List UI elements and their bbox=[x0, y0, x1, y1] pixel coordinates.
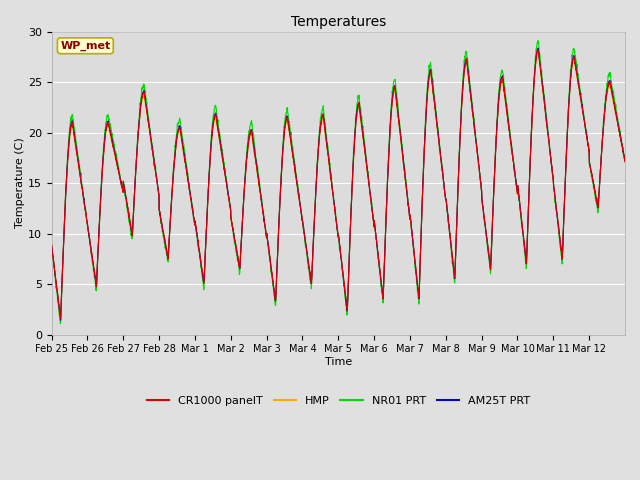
NR01 PRT bbox=[511, 171, 519, 177]
AM25T PRT bbox=[614, 118, 621, 124]
HMP bbox=[229, 227, 237, 232]
NR01 PRT bbox=[106, 116, 113, 122]
AM25T PRT bbox=[621, 157, 629, 163]
Line: NR01 PRT: NR01 PRT bbox=[52, 41, 625, 324]
Y-axis label: Temperature (C): Temperature (C) bbox=[15, 138, 25, 228]
CR1000 panelT bbox=[48, 241, 56, 247]
HMP bbox=[614, 118, 621, 123]
NR01 PRT bbox=[614, 114, 621, 120]
X-axis label: Time: Time bbox=[324, 357, 352, 367]
HMP bbox=[534, 50, 542, 56]
AM25T PRT bbox=[229, 225, 237, 230]
HMP bbox=[106, 126, 113, 132]
AM25T PRT bbox=[106, 123, 113, 129]
AM25T PRT bbox=[48, 243, 56, 249]
CR1000 panelT bbox=[534, 47, 542, 53]
HMP bbox=[48, 242, 56, 248]
NR01 PRT bbox=[56, 321, 64, 326]
Title: Temperatures: Temperatures bbox=[291, 15, 386, 29]
CR1000 panelT bbox=[106, 123, 113, 129]
NR01 PRT bbox=[373, 242, 381, 248]
AM25T PRT bbox=[511, 173, 519, 179]
Line: HMP: HMP bbox=[52, 53, 625, 317]
NR01 PRT bbox=[229, 227, 237, 232]
CR1000 panelT bbox=[511, 173, 519, 179]
AM25T PRT bbox=[544, 130, 552, 135]
CR1000 panelT bbox=[229, 228, 237, 233]
Text: WP_met: WP_met bbox=[60, 41, 111, 51]
Line: CR1000 panelT: CR1000 panelT bbox=[52, 50, 625, 319]
HMP bbox=[621, 159, 629, 165]
CR1000 panelT bbox=[621, 159, 629, 165]
CR1000 panelT bbox=[614, 116, 621, 122]
AM25T PRT bbox=[534, 45, 541, 51]
CR1000 panelT bbox=[373, 242, 381, 248]
NR01 PRT bbox=[48, 245, 56, 251]
Legend: CR1000 panelT, HMP, NR01 PRT, AM25T PRT: CR1000 panelT, HMP, NR01 PRT, AM25T PRT bbox=[142, 392, 534, 410]
Line: AM25T PRT: AM25T PRT bbox=[52, 48, 625, 320]
CR1000 panelT bbox=[544, 131, 552, 137]
AM25T PRT bbox=[373, 243, 381, 249]
NR01 PRT bbox=[621, 158, 629, 164]
HMP bbox=[544, 131, 552, 136]
HMP bbox=[57, 314, 65, 320]
NR01 PRT bbox=[534, 38, 541, 44]
NR01 PRT bbox=[544, 125, 552, 131]
CR1000 panelT bbox=[57, 316, 65, 322]
HMP bbox=[373, 241, 381, 247]
AM25T PRT bbox=[57, 317, 65, 323]
HMP bbox=[511, 174, 519, 180]
